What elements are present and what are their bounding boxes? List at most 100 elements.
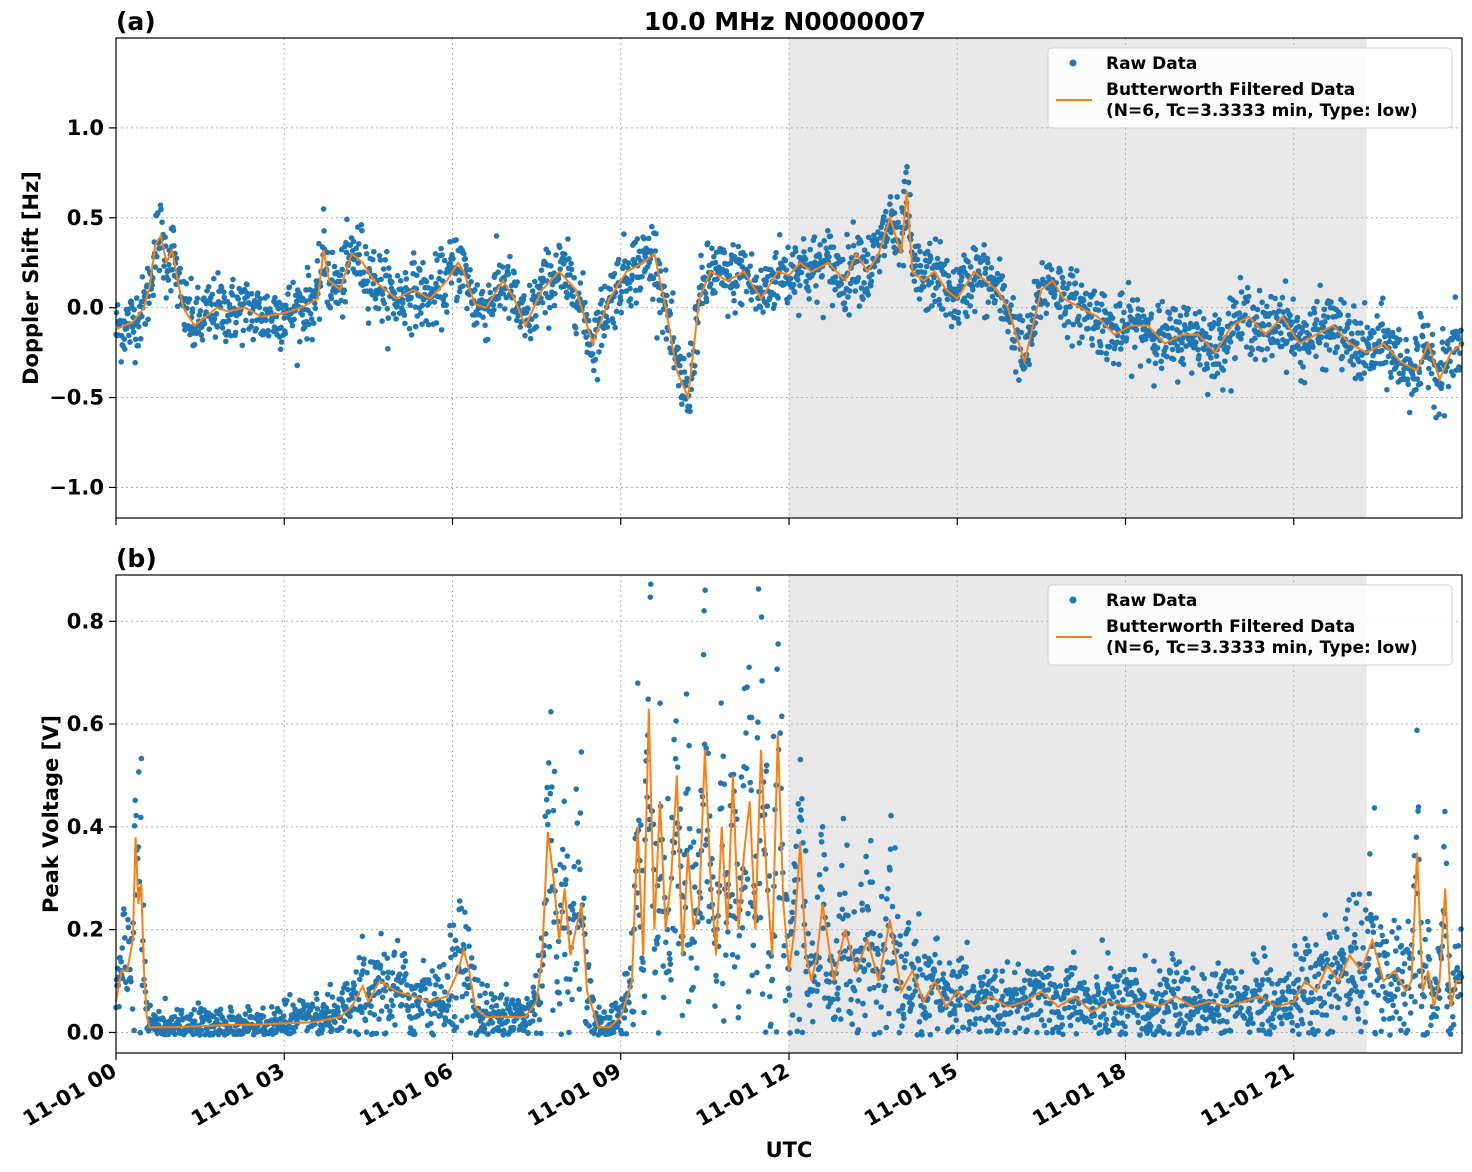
raw-data-point [565, 236, 571, 242]
raw-data-point [495, 269, 501, 276]
raw-data-point [1021, 985, 1027, 991]
raw-data-point [959, 274, 965, 280]
raw-data-point [1216, 317, 1222, 323]
raw-data-point [940, 971, 947, 977]
raw-data-point [447, 239, 453, 245]
raw-data-point [905, 926, 911, 933]
raw-data-point [1287, 1005, 1294, 1012]
raw-data-point [897, 933, 904, 939]
raw-data-point [650, 275, 657, 282]
legend-box [1047, 47, 1453, 129]
raw-data-point [578, 749, 585, 755]
raw-data-point [763, 278, 769, 285]
raw-data-point [362, 1017, 369, 1024]
raw-data-point [389, 279, 395, 285]
raw-data-point [964, 313, 970, 320]
raw-data-point [957, 1002, 963, 1008]
raw-data-point [984, 313, 990, 320]
raw-data-point [1306, 332, 1313, 338]
raw-data-point [844, 842, 850, 848]
raw-data-point [887, 846, 894, 852]
raw-data-point [487, 289, 494, 296]
raw-data-point [690, 984, 696, 991]
raw-data-point [361, 956, 367, 962]
raw-data-point [456, 898, 463, 904]
raw-data-point [621, 1015, 628, 1021]
raw-data-point [876, 268, 883, 275]
raw-data-point [934, 935, 940, 941]
raw-data-point [378, 930, 384, 937]
raw-data-point [784, 300, 791, 306]
raw-data-point [657, 309, 663, 316]
raw-data-point [431, 991, 438, 997]
raw-data-point [406, 995, 412, 1001]
raw-data-point [161, 263, 167, 269]
raw-data-point [1244, 298, 1250, 305]
raw-data-point [836, 891, 843, 898]
raw-data-point [903, 169, 909, 176]
raw-data-point [241, 300, 247, 307]
raw-data-point [773, 249, 779, 256]
raw-data-point [1029, 341, 1035, 348]
raw-data-point [851, 987, 858, 994]
raw-data-point [726, 273, 733, 279]
raw-data-point [1311, 1031, 1318, 1038]
raw-data-point [858, 881, 864, 888]
raw-data-point [150, 292, 157, 299]
raw-data-point [892, 845, 898, 851]
raw-data-point [339, 266, 346, 273]
raw-data-point [1404, 376, 1411, 383]
raw-data-point [956, 320, 962, 326]
raw-data-point [1237, 274, 1244, 281]
raw-data-point [211, 316, 218, 323]
raw-data-point [1189, 370, 1195, 376]
raw-data-point [742, 252, 748, 259]
raw-data-point [483, 999, 490, 1006]
raw-data-point [817, 964, 823, 970]
raw-data-point [1154, 345, 1161, 351]
raw-data-point [949, 1024, 956, 1030]
raw-data-point [746, 664, 752, 671]
raw-data-point [133, 812, 139, 819]
raw-data-point [187, 1016, 193, 1022]
raw-data-point [373, 1030, 380, 1037]
raw-data-point [1202, 1016, 1209, 1023]
raw-data-point [456, 277, 463, 284]
raw-data-point [1132, 344, 1138, 351]
raw-data-point [784, 896, 790, 902]
raw-data-point [1103, 1016, 1110, 1023]
raw-data-point [878, 1004, 884, 1010]
raw-data-point [813, 283, 819, 289]
raw-data-point [921, 1004, 927, 1011]
raw-data-point [1315, 1028, 1321, 1034]
raw-data-point [1139, 307, 1145, 313]
raw-data-point [1220, 387, 1226, 393]
raw-data-point [1238, 336, 1244, 342]
raw-data-point [999, 273, 1006, 279]
raw-data-point [1220, 1017, 1226, 1024]
raw-data-point [226, 317, 232, 324]
raw-data-point [603, 313, 610, 320]
raw-data-point [1412, 363, 1418, 369]
raw-data-point [1063, 981, 1070, 988]
raw-data-point [639, 867, 646, 874]
raw-data-point [1300, 956, 1307, 963]
raw-data-point [887, 867, 893, 873]
raw-data-point [688, 955, 694, 961]
raw-data-point [1325, 314, 1331, 321]
raw-data-point [894, 913, 901, 920]
raw-data-point [625, 260, 632, 266]
raw-data-point [1284, 338, 1290, 345]
raw-data-point [464, 305, 470, 312]
raw-data-point [1129, 297, 1136, 303]
raw-data-point [630, 1021, 636, 1028]
raw-data-point [963, 964, 969, 970]
raw-data-point [667, 311, 674, 317]
raw-data-point [443, 302, 450, 308]
raw-data-point [657, 700, 663, 706]
raw-data-point [1122, 1031, 1129, 1037]
raw-data-point [420, 259, 426, 266]
raw-data-point [332, 1019, 338, 1026]
raw-data-point [462, 255, 469, 262]
raw-data-point [119, 945, 125, 951]
